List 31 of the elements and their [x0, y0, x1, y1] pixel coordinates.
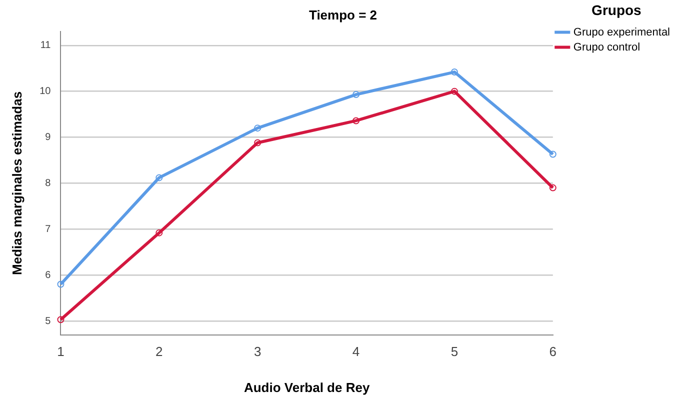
point [450, 68, 458, 76]
y-tick-label: 6 [45, 270, 52, 281]
y-tick-label: 5 [45, 316, 52, 327]
y-tick-label: 11 [40, 40, 52, 52]
point [57, 316, 64, 324]
y-tick-label: 8 [45, 178, 52, 189]
x-axis-title: Audio Verbal de Rey [244, 380, 370, 395]
point [254, 124, 262, 132]
x-tick-label: 1 [57, 344, 64, 360]
point [57, 280, 64, 288]
y-tick-label: 7 [45, 224, 52, 235]
point [156, 174, 163, 182]
legend-title: Grupos [592, 2, 642, 18]
legend-label: Grupo control [573, 41, 640, 54]
x-tick-label: 5 [450, 344, 458, 360]
y-tick-label: 9 [45, 132, 52, 144]
point [549, 184, 556, 192]
point [352, 91, 360, 98]
x-tick-label: 2 [156, 344, 163, 360]
point [352, 117, 360, 124]
x-tick-label: 4 [352, 344, 360, 360]
y-axis-title: Medias marginales estimadas [9, 91, 24, 275]
point [450, 88, 458, 95]
x-tick-label: 3 [254, 344, 262, 360]
legend-label: Grupo experimental [573, 26, 670, 38]
x-tick-label: 6 [549, 344, 557, 360]
point [549, 150, 556, 158]
point [156, 229, 163, 236]
y-tick-label: 10 [40, 86, 52, 98]
point [254, 139, 262, 146]
chart-title: Tiempo = 2 [308, 7, 378, 22]
